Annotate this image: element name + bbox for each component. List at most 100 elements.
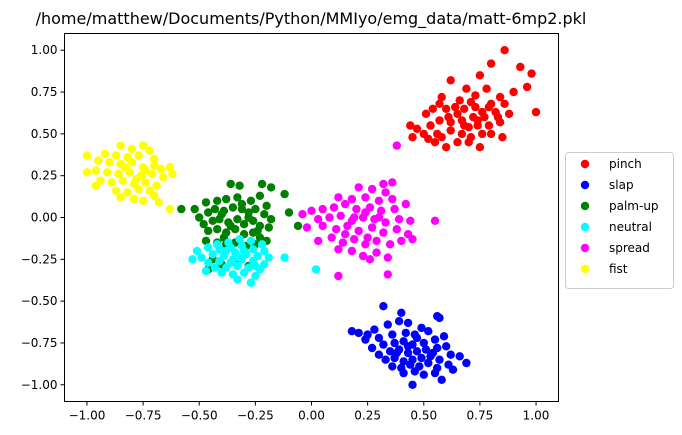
data-point-fist [138, 141, 148, 150]
data-point-pinch [522, 82, 532, 92]
x-tick-label: −0.75 [125, 409, 162, 423]
data-point-pinch [473, 116, 482, 125]
data-point-spread [332, 225, 341, 234]
data-point-spread [401, 199, 410, 209]
data-point-pinch [430, 138, 440, 147]
data-point-neutral [264, 253, 273, 262]
data-point-palm-up [257, 179, 267, 189]
data-point-palm-up [255, 191, 265, 200]
legend-frame [565, 152, 674, 289]
data-point-neutral [248, 245, 258, 254]
data-point-slap [399, 368, 408, 378]
data-point-pinch [435, 116, 444, 125]
data-point-spread [327, 233, 336, 242]
data-point-neutral [210, 263, 220, 272]
data-point-fist [111, 186, 121, 195]
series-pinch [406, 46, 541, 152]
ticks-layer: −1.00 −0.75 −0.50 −0.25 0.00 0.25 0.50 0.75 1.00… [21, 43, 550, 422]
y-tick-label: 0.75 [31, 85, 58, 99]
data-point-pinch [531, 107, 541, 117]
data-point-fist [150, 154, 159, 164]
data-point-neutral [246, 236, 256, 246]
data-point-slap [392, 348, 401, 358]
data-point-palm-up [217, 210, 226, 219]
data-point-spread [354, 226, 363, 236]
data-point-neutral [222, 246, 231, 256]
data-point-slap [390, 338, 399, 348]
data-point-spread [374, 196, 384, 205]
data-point-pinch [504, 109, 514, 119]
x-tick-label: 0.25 [354, 409, 381, 423]
data-point-spread [394, 215, 404, 224]
data-point-slap [383, 320, 392, 329]
data-point-neutral [257, 240, 267, 249]
legend-label-spread: spread [609, 241, 650, 255]
data-point-fist [129, 194, 139, 204]
data-point-slap [394, 317, 404, 326]
data-point-pinch [451, 102, 460, 112]
data-point-pinch [428, 104, 437, 114]
data-point-neutral [251, 261, 260, 271]
data-point-spread [367, 184, 377, 194]
data-point-pinch [509, 87, 518, 97]
data-point-fist [150, 161, 159, 170]
data-point-fist [165, 163, 175, 172]
data-point-neutral [215, 256, 224, 266]
data-point-slap [406, 360, 415, 369]
data-point-palm-up [208, 216, 217, 225]
data-point-spread [408, 235, 417, 244]
data-point-pinch [437, 133, 446, 142]
data-point-neutral [197, 253, 206, 262]
data-point-fist [132, 174, 141, 184]
data-point-palm-up [251, 204, 260, 214]
data-point-neutral [311, 265, 321, 274]
y-tick-label: 1.00 [31, 43, 58, 57]
data-point-pinch [460, 104, 469, 114]
data-point-slap [408, 380, 417, 389]
x-tick-label: 1.00 [523, 409, 550, 423]
data-point-spread [341, 199, 350, 209]
series-neutral [188, 235, 321, 287]
data-point-pinch [455, 96, 464, 105]
data-point-pinch [442, 104, 451, 114]
data-point-pinch [424, 134, 433, 144]
data-point-slap [428, 348, 437, 358]
data-point-pinch [500, 46, 509, 55]
data-point-pinch [464, 138, 473, 147]
data-point-palm-up [266, 183, 276, 192]
data-point-pinch [460, 121, 469, 130]
data-point-fist [168, 169, 177, 179]
data-point-spread [358, 251, 368, 261]
data-point-palm-up [195, 213, 204, 222]
data-point-palm-up [204, 208, 213, 217]
x-tick-label: −0.25 [237, 409, 274, 423]
data-point-fist [91, 181, 101, 190]
data-point-neutral [239, 246, 249, 256]
data-point-slap [435, 355, 444, 364]
data-point-neutral [192, 246, 202, 256]
x-tick-label: −0.50 [181, 409, 218, 423]
data-point-slap [455, 352, 464, 361]
data-point-neutral [228, 255, 238, 264]
data-point-spread [388, 178, 397, 187]
data-point-spread [352, 204, 361, 214]
data-point-palm-up [222, 194, 231, 204]
data-point-spread [354, 183, 363, 192]
legend-marker-fist [580, 264, 590, 274]
legend-label-slap: slap [609, 178, 634, 192]
data-point-palm-up [280, 189, 289, 199]
data-point-palm-up [237, 199, 247, 209]
data-point-palm-up [233, 193, 242, 202]
data-point-pinch [444, 112, 453, 122]
data-point-spread [367, 223, 377, 232]
series-spread [298, 141, 440, 281]
data-point-palm-up [284, 208, 294, 217]
data-point-pinch [478, 129, 487, 139]
data-point-slap [374, 350, 384, 359]
data-point-fist [152, 181, 161, 190]
data-point-spread [376, 206, 386, 215]
data-point-fist [91, 166, 101, 175]
data-point-spread [314, 236, 323, 246]
data-point-pinch [446, 76, 455, 85]
data-point-slap [462, 358, 471, 368]
